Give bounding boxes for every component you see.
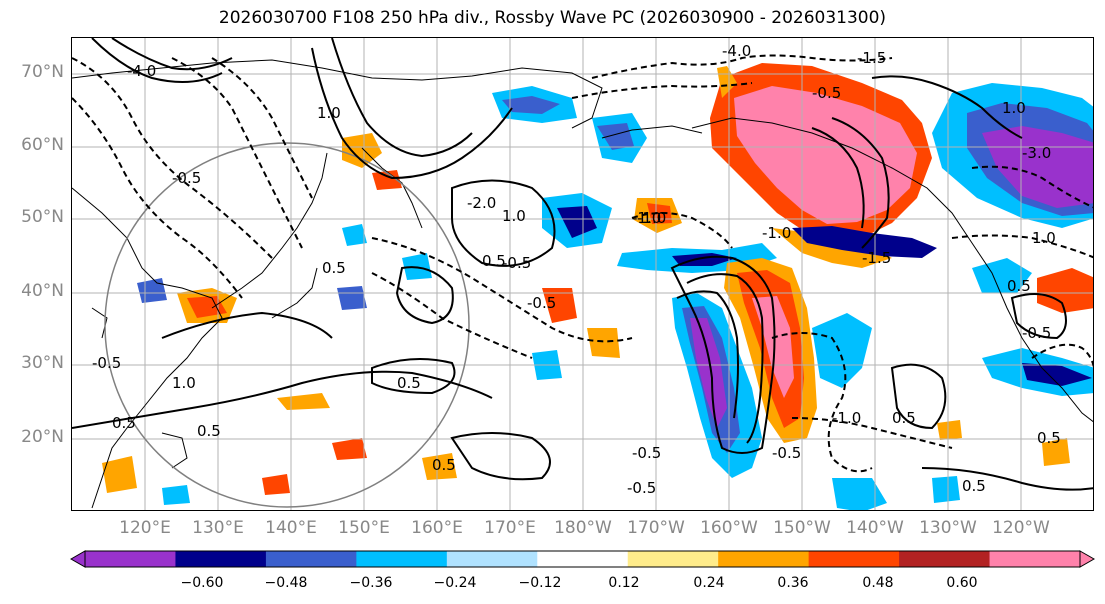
contour-label: 1.0: [502, 207, 526, 225]
lat-label: 20°N: [21, 427, 64, 447]
colorbar-segment: [718, 551, 810, 567]
contour-label: -3.0: [1022, 144, 1051, 162]
contour-label: -1.0: [762, 224, 791, 242]
contours: [72, 38, 1093, 491]
colorbar-segment: [175, 551, 267, 567]
lat-label: 50°N: [21, 207, 64, 227]
contour-label: 0.5: [322, 259, 346, 277]
colorbar-arrow-left: [70, 550, 86, 568]
lon-label: 120°E: [119, 518, 171, 538]
contour-label: -0.5: [627, 479, 656, 497]
lat-label: 30°N: [21, 353, 64, 373]
contour-label: 1.0: [317, 104, 341, 122]
contour-label: -0.5: [632, 444, 661, 462]
contour-label: -0.5: [1022, 324, 1051, 342]
lon-label: 170°E: [484, 518, 536, 538]
reference-circle: [104, 142, 470, 508]
colorbar-frame: [84, 550, 1081, 568]
map-title: 2026030700 F108 250 hPa div., Rossby Wav…: [218, 8, 887, 28]
lat-label: 60°N: [21, 135, 64, 155]
lon-label: 130°W: [919, 518, 977, 538]
lon-label: 130°E: [192, 518, 244, 538]
colorbar-segment: [446, 551, 538, 567]
colorbar-segment: [808, 551, 900, 567]
gridlines: [72, 38, 1093, 510]
contour-label: -0.5: [502, 254, 531, 272]
lat-label: 40°N: [21, 281, 64, 301]
contour-label: 0.5: [892, 409, 916, 427]
contour-label: -0.5: [527, 294, 556, 312]
colorbar-tick-label: 0.60: [946, 575, 978, 591]
colorbar: [70, 550, 1095, 568]
colorbar-tick-label: −0.12: [518, 575, 562, 591]
lon-label: 150°E: [338, 518, 390, 538]
colorbar-segment: [537, 551, 629, 567]
coastlines: [72, 59, 1093, 509]
colorbar-tick-label: 0.12: [608, 575, 640, 591]
colorbar-segment: [627, 551, 719, 567]
contour-label: 0.5: [482, 252, 506, 270]
lon-label: 170°W: [627, 518, 685, 538]
lon-label: 160°W: [700, 518, 758, 538]
contour-label: -4.0: [722, 42, 751, 60]
lon-label: 160°E: [411, 518, 463, 538]
contour-label: 0.5: [1037, 429, 1061, 447]
contour-label: -0.5: [172, 169, 201, 187]
contour-label: 0.5: [112, 414, 136, 432]
colorbar-tick-label: 0.48: [862, 575, 894, 591]
contour-label: -0.5: [92, 354, 121, 372]
colorbar-segment: [356, 551, 448, 567]
colorbar-segment: [85, 551, 176, 567]
lon-label: 140°W: [846, 518, 904, 538]
contour-label: 0.5: [197, 422, 221, 440]
contour-label: 0.5: [1007, 277, 1031, 295]
map-panel[interactable]: -4.0 -4.0 -3.0 -2.0 -1.5 -1.0 -0.5 -0.5 …: [71, 37, 1094, 511]
contour-label: 0.5: [397, 374, 421, 392]
contour-label: -1.5: [862, 249, 891, 267]
colorbar-segment: [899, 551, 991, 567]
shading-layer: [102, 63, 1093, 510]
contour-label: -0.5: [812, 84, 841, 102]
colorbar-tick-label: −0.48: [264, 575, 308, 591]
contour-label: -1.5: [857, 49, 886, 67]
contour-label: -1.0: [832, 409, 861, 427]
contour-label: 1.0: [172, 374, 196, 392]
colorbar-tick-label: 0.36: [777, 575, 809, 591]
contour-label: -0.5: [772, 444, 801, 462]
contour-label: 0.5: [962, 477, 986, 495]
colorbar-tick-label: −0.60: [180, 575, 224, 591]
map-canvas: -4.0 -4.0 -3.0 -2.0 -1.5 -1.0 -0.5 -0.5 …: [72, 38, 1093, 510]
colorbar-segment: [989, 551, 1081, 567]
lat-label: 70°N: [21, 62, 64, 82]
colorbar-segment: [265, 551, 357, 567]
contour-label: 1.0: [1002, 99, 1026, 117]
contour-label-layer: -4.0 -4.0 -3.0 -2.0 -1.5 -1.0 -0.5 -0.5 …: [92, 42, 1061, 497]
contour-label: 0.5: [432, 456, 456, 474]
contour-label: 1.0: [1032, 229, 1056, 247]
contour-label: -1.0: [637, 209, 666, 227]
lon-label: 180°W: [554, 518, 612, 538]
contour-label: -1.0: [632, 209, 661, 227]
colorbar-tick-label: 0.24: [693, 575, 725, 591]
lon-label: 140°E: [265, 518, 317, 538]
lon-label: 120°W: [992, 518, 1050, 538]
lon-label: 150°W: [773, 518, 831, 538]
colorbar-arrow-right: [1079, 550, 1095, 568]
colorbar-tick-label: −0.36: [349, 575, 393, 591]
contour-label: -2.0: [467, 194, 496, 212]
colorbar-tick-label: −0.24: [433, 575, 477, 591]
contour-label: -4.0: [127, 62, 156, 80]
